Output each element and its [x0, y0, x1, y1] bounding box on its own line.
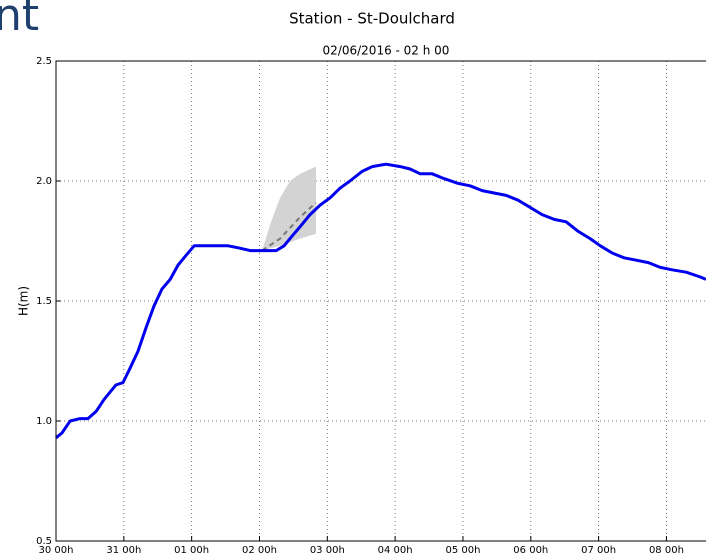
y-tick-label: 2.0 [36, 176, 52, 187]
chart-title: Station - St-Doulchard [289, 10, 455, 28]
forecast-band [262, 166, 316, 251]
x-tick-label: 01 00h [174, 545, 209, 555]
x-tick-label: 04 00h [378, 545, 413, 555]
chart-subtitle: 02/06/2016 - 02 h 00 [323, 44, 450, 58]
x-tick-label: 03 00h [310, 545, 345, 555]
x-tick-label: 05 00h [445, 545, 480, 555]
y-axis-label: H(m) [17, 286, 31, 316]
y-tick-label: 2.5 [36, 56, 52, 67]
line-series [55, 162, 706, 439]
line-series [261, 201, 317, 252]
x-tick-label: 02 00h [242, 545, 277, 555]
x-tick-label: 08 00h [649, 545, 684, 555]
logo-text: nt [0, 0, 39, 41]
y-tick-label: 0.5 [36, 536, 52, 547]
x-tick-label: 06 00h [513, 545, 548, 555]
y-tick-label: 1.0 [36, 416, 52, 427]
x-tick-label: 31 00h [106, 545, 141, 555]
x-tick-label: 30 00h [39, 545, 74, 555]
x-tick-label: 07 00h [581, 545, 616, 555]
axes-frame [55, 60, 706, 542]
y-tick-label: 1.5 [36, 296, 52, 307]
